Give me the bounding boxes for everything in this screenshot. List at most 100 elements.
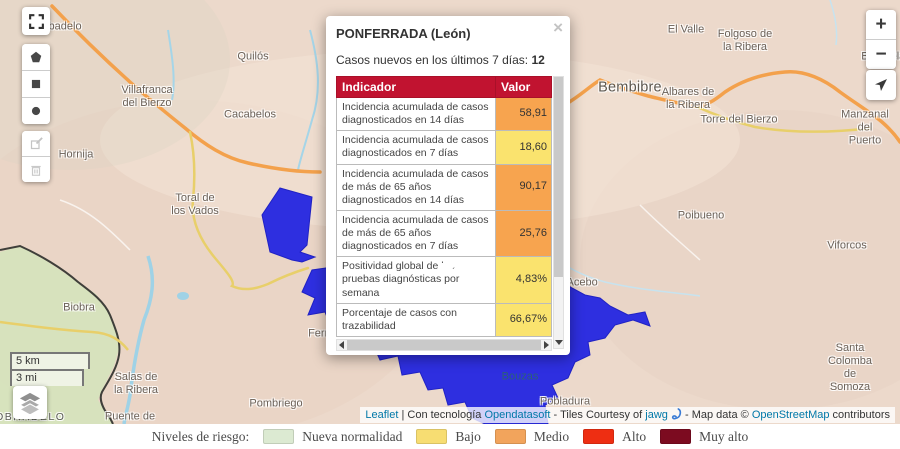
legend-swatch-nueva-normalidad [263, 429, 295, 444]
opendatasoft-link[interactable]: Opendatasoft [484, 409, 551, 421]
attribution-text: - Tiles Courtesy of [550, 409, 646, 421]
legend-label: Bajo [455, 428, 481, 444]
scale-control: 5 km 3 mi [10, 352, 90, 387]
legend-item: Medio [494, 428, 570, 445]
scale-mi: 3 mi [10, 369, 84, 387]
map-label: Cacabelos [224, 108, 276, 121]
rectangle-icon [31, 79, 41, 89]
vertical-scrollbar[interactable] [553, 76, 564, 349]
map-label: Santa Colomba de Somoza [827, 342, 873, 393]
legend-label: Nueva normalidad [302, 428, 403, 444]
legend-label: Muy alto [699, 428, 749, 444]
value-cell: 4,83% [495, 256, 552, 304]
jawg-logo-icon [671, 408, 682, 420]
map-label: Toral de los Vados [171, 192, 219, 217]
header-indicator: Indicador [336, 76, 496, 98]
leaflet-link[interactable]: Leaflet [365, 409, 399, 421]
fullscreen-button[interactable] [22, 7, 50, 35]
legend-swatch-alto [583, 429, 615, 444]
motorway-a6-west [50, 4, 322, 174]
road-minor [694, 104, 873, 133]
polygon-icon [30, 51, 42, 63]
circle-icon [31, 106, 41, 116]
jawg-link[interactable]: jawg [645, 409, 668, 421]
popup-cases-line: Casos nuevos en los últimos 7 días: 12 [336, 53, 564, 67]
table-header-row: Indicador Valor [336, 76, 552, 98]
scroll-right-arrow-icon[interactable] [542, 340, 551, 350]
legend-item: Alto [583, 429, 646, 445]
table-row: Porcentaje de casos con trazabilidad 66,… [336, 302, 552, 337]
attribution-text: - Map data © [681, 409, 752, 421]
map-label: Bembibre [598, 79, 662, 96]
value-cell: 90,17 [495, 163, 552, 211]
motorway-a6-east [564, 70, 900, 144]
legend-label: Medio [533, 428, 570, 444]
road-minor [188, 130, 310, 291]
locate-me-button[interactable] [866, 70, 896, 100]
map-label: Viforcos [827, 239, 867, 252]
horizontal-scrollbar[interactable] [336, 338, 552, 351]
draw-toolbar [22, 44, 50, 124]
openstreetmap-link[interactable]: OpenStreetMap [751, 409, 830, 421]
map-label: Poibueno [677, 209, 725, 222]
map-label: Manzanal del Puerto [841, 108, 889, 147]
value-cell: 58,91 [495, 96, 552, 132]
river [297, 29, 319, 171]
map-label: Torre del Bierzo [700, 113, 778, 126]
map-label: Bouzas [501, 370, 539, 383]
scroll-left-arrow-icon[interactable] [337, 340, 346, 350]
terrain-shade [580, 110, 900, 410]
edit-icon [30, 137, 43, 150]
indicator-table: Indicador Valor Incidencia acumulada de … [336, 76, 552, 337]
map-label: Pombriego [249, 397, 303, 410]
draw-rectangle-button[interactable] [22, 71, 50, 98]
vertical-scroll-thumb[interactable] [554, 77, 563, 278]
zoom-in-button[interactable]: + [866, 10, 896, 40]
table-row: Incidencia acumulada de casos de más de … [336, 209, 552, 258]
delete-layers-button[interactable] [22, 157, 50, 182]
edit-toolbar [22, 131, 50, 182]
river [122, 255, 155, 424]
municipality-polygon-ponferrada-exclave[interactable] [261, 187, 317, 263]
scroll-down-arrow-icon[interactable] [554, 337, 563, 348]
navigation-arrow-icon [875, 79, 887, 91]
legend-item: Bajo [416, 429, 481, 445]
draw-polygon-button[interactable] [22, 44, 50, 71]
map-label: Biobra [63, 301, 95, 314]
popup-close-button[interactable]: × [553, 18, 563, 37]
legend-item: Nueva normalidad [263, 429, 402, 445]
attribution-text: | Con tecnología [398, 409, 485, 421]
edit-layers-button[interactable] [22, 131, 50, 157]
draw-circle-button[interactable] [22, 98, 50, 124]
table-row: Positividad global de las pruebas diagnó… [336, 256, 552, 304]
popup-tip [436, 263, 458, 275]
header-value: Valor [495, 76, 552, 98]
attribution-bar: Leaflet | Con tecnología Opendatasoft - … [360, 407, 895, 423]
indicator-cell: Incidencia acumulada de casos diagnostic… [336, 96, 496, 132]
layers-button[interactable] [13, 386, 47, 419]
map-label: Puente de [104, 410, 156, 423]
layers-icon [18, 392, 42, 414]
stream [559, 261, 701, 297]
attribution-text: contributors [829, 409, 890, 421]
legend-swatch-muy-alto [660, 429, 692, 444]
map-label: El Valle [667, 23, 705, 36]
indicator-cell: Incidencia acumulada de casos de más de … [336, 209, 496, 258]
map-canvas[interactable]: Trabadelo Quilós Villafranca del Bierzo … [0, 0, 900, 424]
map-label: Hornija [58, 148, 94, 161]
stream [829, 0, 838, 46]
map-label: Pobladura [539, 395, 591, 408]
terrain-shade [0, 0, 230, 170]
value-cell: 18,60 [495, 130, 552, 165]
legend-item: Muy alto [660, 429, 748, 445]
indicator-cell: Incidencia acumulada de casos diagnostic… [336, 130, 496, 165]
horizontal-scroll-thumb[interactable] [347, 339, 541, 350]
feature-popup: × PONFERRADA (León) Casos nuevos en los … [326, 16, 570, 355]
zoom-out-button[interactable]: − [866, 40, 896, 69]
trash-icon [31, 165, 41, 176]
table-row: Incidencia acumulada de casos diagnostic… [336, 96, 552, 132]
legend-label: Alto [622, 428, 647, 444]
value-cell: 66,67% [495, 302, 552, 337]
river [167, 29, 175, 101]
